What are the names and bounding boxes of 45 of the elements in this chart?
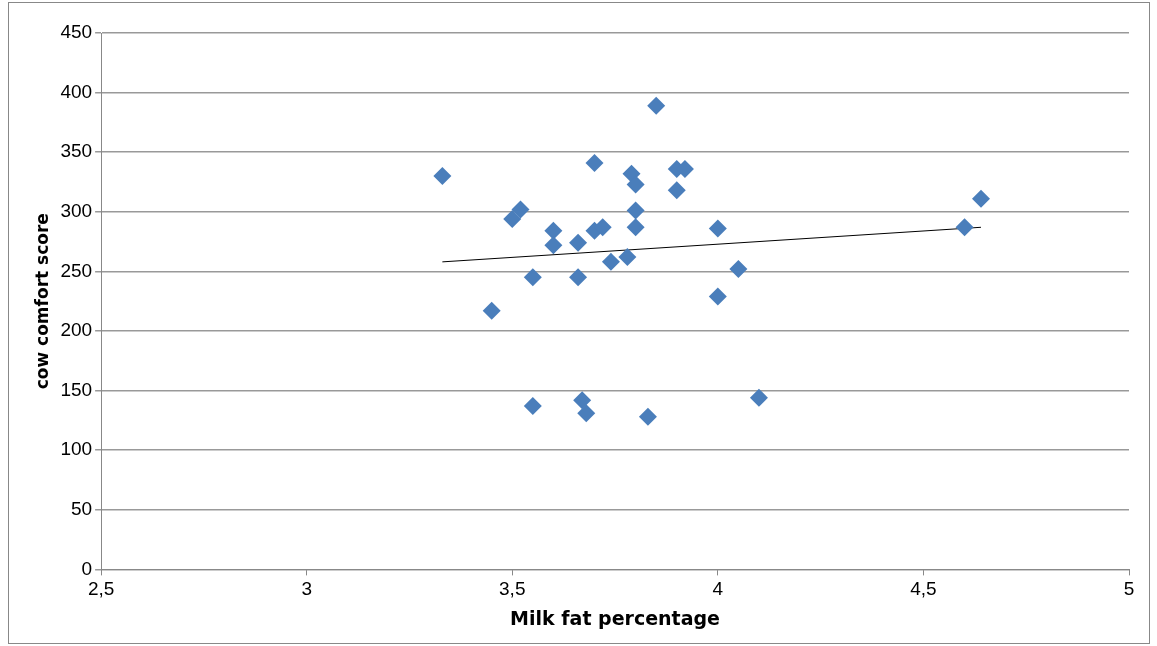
point xyxy=(638,407,657,426)
point xyxy=(544,236,563,255)
y-tick-label: 100 xyxy=(60,438,93,460)
point xyxy=(626,175,645,194)
x-tick-label: 3 xyxy=(301,578,312,600)
point xyxy=(482,301,501,320)
point xyxy=(503,209,522,228)
y-tick-label: 150 xyxy=(60,378,93,400)
point xyxy=(569,268,588,287)
y-tick-label: 350 xyxy=(60,140,93,162)
point xyxy=(626,218,645,237)
y-tick-label: 400 xyxy=(60,80,93,102)
point xyxy=(544,221,563,240)
point xyxy=(749,388,768,407)
point xyxy=(667,181,686,200)
point xyxy=(618,248,637,267)
x-tick-label: 4,5 xyxy=(910,578,937,600)
point xyxy=(971,189,990,208)
point xyxy=(523,397,542,416)
point xyxy=(729,260,748,279)
y-tick-label: 0 xyxy=(81,557,93,579)
y-tick-label: 450 xyxy=(60,21,93,43)
point xyxy=(573,391,592,410)
point xyxy=(708,219,727,238)
y-axis-title: cow comfort score xyxy=(31,213,52,390)
point xyxy=(511,200,530,219)
point xyxy=(955,218,974,237)
y-tick-label: 200 xyxy=(60,319,93,341)
point xyxy=(433,167,452,186)
point xyxy=(585,153,604,172)
x-tick-label: 5 xyxy=(1123,578,1135,600)
point xyxy=(708,287,727,306)
point xyxy=(523,268,542,287)
point xyxy=(601,252,620,271)
x-tick-label: 4 xyxy=(712,578,724,600)
x-tick-label: 3,5 xyxy=(499,578,526,600)
point xyxy=(569,233,588,252)
y-tick-label: 50 xyxy=(70,498,93,520)
point xyxy=(647,96,666,115)
x-axis-title: Milk fat percentage xyxy=(510,606,720,629)
point xyxy=(626,201,645,220)
x-tick-label: 2,5 xyxy=(87,578,115,600)
y-tick-label: 300 xyxy=(60,200,93,222)
y-tick-label: 250 xyxy=(60,259,93,281)
point xyxy=(577,404,596,423)
